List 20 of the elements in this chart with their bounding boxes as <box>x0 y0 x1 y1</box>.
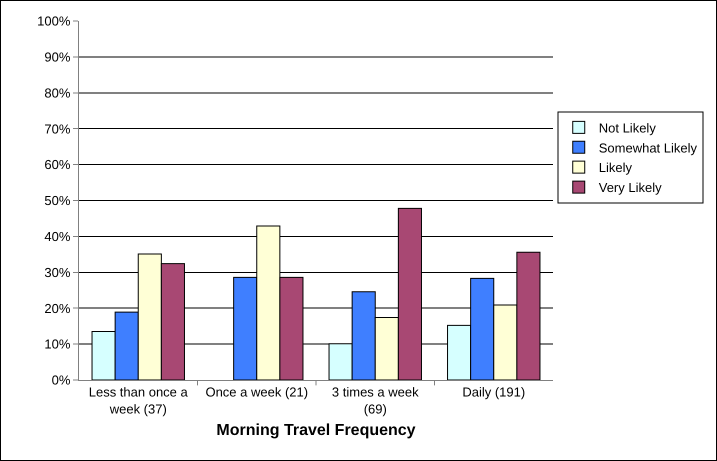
x-tick-label: Less than once a week (37) <box>88 384 189 416</box>
y-tick-label: 90% <box>44 49 71 64</box>
y-tick-label: 50% <box>44 193 71 208</box>
y-tick-label: 10% <box>44 336 71 352</box>
x-tick-label: 3 times a week (69) <box>332 384 420 416</box>
x-axis-title: Morning Travel Frequency <box>216 422 416 440</box>
legend-label: Not Likely <box>598 120 656 136</box>
x-tick-label: Daily (191) <box>462 384 526 400</box>
legend-label: Very Likely <box>598 180 662 196</box>
y-tick-label: 0% <box>52 372 71 388</box>
y-tick-label: 30% <box>44 264 71 280</box>
y-tick-label: 70% <box>44 121 71 136</box>
legend-label: Likely <box>598 160 632 176</box>
y-tick-label: 80% <box>44 85 71 100</box>
y-tick-label: 100% <box>37 14 71 29</box>
y-tick-label: 20% <box>44 300 71 316</box>
x-tick-label: Once a week (21) <box>205 384 308 400</box>
y-tick-label: 60% <box>44 157 71 172</box>
legend-label: Somewhat Likely <box>598 140 698 156</box>
y-tick-label: 40% <box>44 228 71 244</box>
